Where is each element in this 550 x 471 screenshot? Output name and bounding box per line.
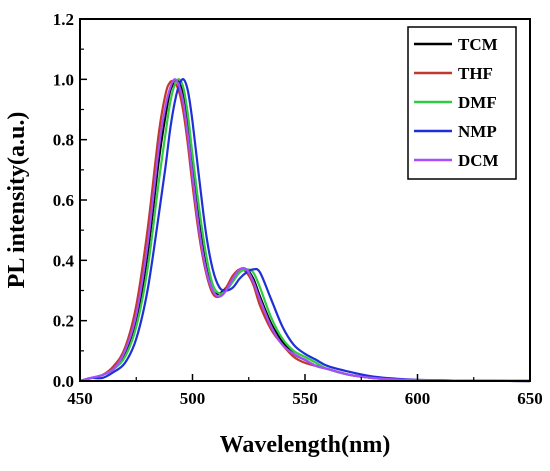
y-tick-label: 0.6 — [53, 191, 74, 210]
legend-label-tcm: TCM — [458, 35, 498, 54]
x-axis-ticks: 450 500 550 600 650 — [67, 374, 543, 408]
legend: TCM THF DMF NMP DCM — [407, 26, 517, 180]
y-tick-label: 0.8 — [53, 131, 74, 150]
y-tick-label: 0.0 — [53, 372, 74, 391]
series-line-dcm — [79, 78, 531, 383]
series-curves — [79, 78, 531, 383]
x-tick-label: 650 — [517, 389, 543, 408]
y-axis-title: PL intensity(a.u.) — [4, 112, 30, 289]
x-tick-label: 450 — [67, 389, 93, 408]
x-axis-title: Wavelength(nm) — [220, 432, 391, 458]
legend-label-dmf: DMF — [458, 93, 497, 112]
y-tick-label: 0.2 — [53, 312, 74, 331]
y-tick-label: 1.2 — [53, 10, 74, 29]
y-tick-label: 1.0 — [53, 70, 74, 89]
legend-label-dcm: DCM — [458, 151, 499, 170]
series-line-nmp — [79, 78, 531, 383]
legend-label-nmp: NMP — [458, 122, 497, 141]
y-axis-ticks: 0.0 0.2 0.4 0.6 0.8 1.0 1.2 — [53, 10, 87, 391]
x-tick-label: 550 — [292, 389, 318, 408]
legend-label-thf: THF — [458, 64, 493, 83]
x-tick-label: 600 — [405, 389, 431, 408]
x-tick-label: 500 — [180, 389, 206, 408]
y-tick-label: 0.4 — [53, 251, 75, 270]
